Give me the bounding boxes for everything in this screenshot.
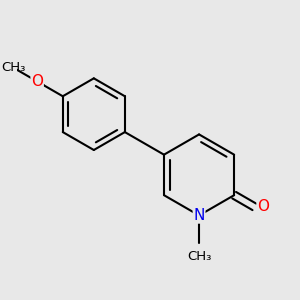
Text: CH₃: CH₃ bbox=[188, 250, 212, 263]
Text: O: O bbox=[257, 200, 269, 214]
Text: O: O bbox=[31, 74, 43, 89]
Text: CH₃: CH₃ bbox=[2, 61, 26, 74]
Text: N: N bbox=[194, 208, 205, 223]
